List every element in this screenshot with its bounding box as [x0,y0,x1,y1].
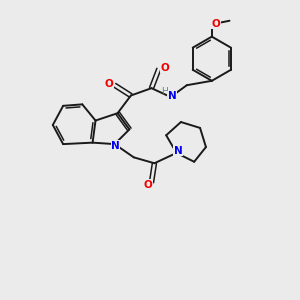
Text: O: O [160,63,169,73]
Text: O: O [105,79,114,89]
Text: N: N [168,92,176,101]
Text: H: H [161,87,167,96]
Text: O: O [144,180,152,190]
Text: N: N [174,146,182,156]
Text: O: O [212,19,220,29]
Text: N: N [111,141,120,151]
